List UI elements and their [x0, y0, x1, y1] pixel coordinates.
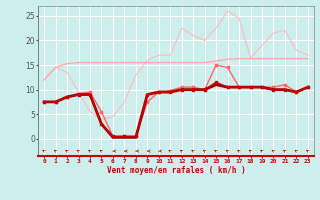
X-axis label: Vent moyen/en rafales ( km/h ): Vent moyen/en rafales ( km/h )	[107, 166, 245, 175]
